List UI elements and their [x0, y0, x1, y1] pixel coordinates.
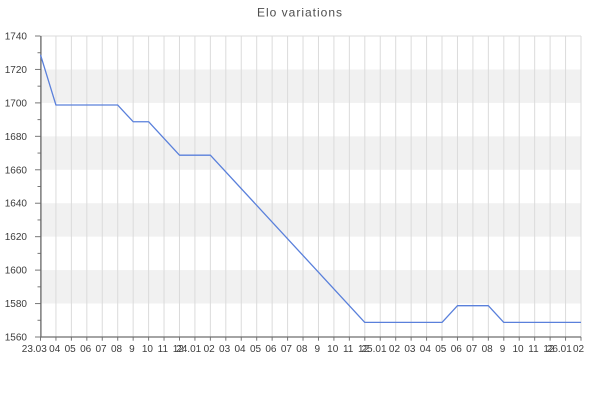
svg-text:1700: 1700	[5, 98, 28, 109]
svg-text:9: 9	[500, 344, 506, 355]
svg-text:23.03: 23.03	[22, 344, 47, 355]
svg-text:04: 04	[420, 344, 432, 355]
svg-text:02: 02	[204, 344, 216, 355]
svg-text:12: 12	[358, 344, 370, 355]
svg-text:1740: 1740	[5, 32, 28, 43]
svg-text:03: 03	[219, 344, 231, 355]
svg-text:04: 04	[234, 344, 246, 355]
svg-text:1600: 1600	[5, 266, 28, 277]
svg-text:12: 12	[173, 344, 185, 355]
svg-text:9: 9	[314, 344, 320, 355]
svg-text:1720: 1720	[5, 65, 28, 76]
svg-text:11: 11	[528, 344, 539, 355]
svg-text:05: 05	[65, 344, 77, 355]
svg-text:1640: 1640	[5, 199, 28, 210]
svg-text:1580: 1580	[5, 299, 28, 310]
svg-text:05: 05	[250, 344, 262, 355]
svg-text:06: 06	[265, 344, 277, 355]
svg-text:03: 03	[404, 344, 416, 355]
svg-text:06: 06	[451, 344, 463, 355]
svg-text:08: 08	[296, 344, 308, 355]
svg-text:11: 11	[343, 344, 354, 355]
svg-text:10: 10	[142, 344, 154, 355]
svg-text:24.01: 24.01	[176, 344, 201, 355]
svg-text:02: 02	[573, 344, 585, 355]
svg-text:Elo variations: Elo variations	[257, 6, 343, 20]
svg-text:9: 9	[129, 344, 135, 355]
svg-text:07: 07	[96, 344, 108, 355]
svg-text:07: 07	[466, 344, 478, 355]
svg-text:10: 10	[512, 344, 524, 355]
svg-text:06: 06	[80, 344, 92, 355]
svg-text:08: 08	[482, 344, 494, 355]
svg-text:1680: 1680	[5, 132, 28, 143]
svg-text:26.01: 26.01	[547, 344, 572, 355]
svg-text:04: 04	[49, 344, 61, 355]
svg-text:07: 07	[281, 344, 293, 355]
svg-text:10: 10	[327, 344, 339, 355]
svg-text:02: 02	[389, 344, 401, 355]
svg-text:1560: 1560	[5, 333, 28, 344]
svg-text:12: 12	[543, 344, 555, 355]
svg-text:25.01: 25.01	[361, 344, 386, 355]
svg-text:11: 11	[158, 344, 169, 355]
svg-text:1620: 1620	[5, 232, 28, 243]
svg-text:08: 08	[111, 344, 123, 355]
svg-text:1660: 1660	[5, 165, 28, 176]
svg-text:05: 05	[435, 344, 447, 355]
